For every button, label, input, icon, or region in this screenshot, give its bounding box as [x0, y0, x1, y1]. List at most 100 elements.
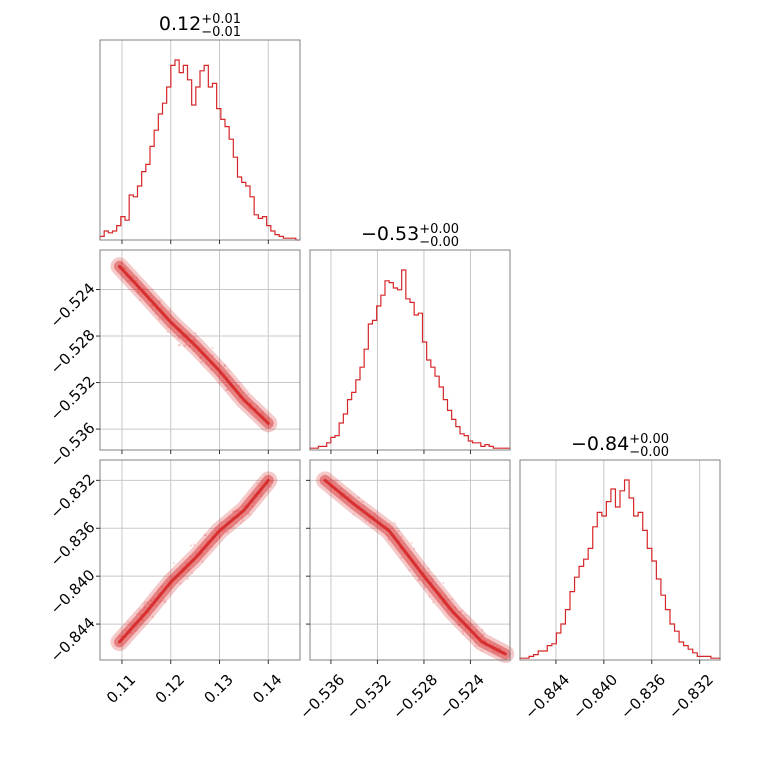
sample-point: [457, 623, 460, 626]
sample-point: [349, 496, 352, 499]
sample-point: [467, 614, 470, 618]
sample-point: [450, 598, 453, 601]
sample-point: [160, 585, 163, 589]
title-plus-error: +0.01: [201, 12, 241, 27]
sample-point: [184, 344, 187, 347]
panel-frame: [519, 459, 721, 661]
sample-point: [154, 312, 157, 315]
sample-point: [128, 279, 131, 283]
sample-point: [248, 513, 251, 516]
sample-point: [199, 356, 202, 359]
density-core: [323, 478, 507, 656]
panel-frame: [99, 39, 301, 241]
x-tick-label: 0.13: [200, 671, 236, 707]
sample-point: [137, 290, 140, 293]
sample-point: [172, 562, 175, 565]
pair-1: [110, 471, 278, 651]
sample-point: [252, 493, 255, 496]
sample-point: [158, 302, 161, 305]
sample-point: [232, 510, 235, 513]
sample-point: [147, 611, 150, 614]
sample-point: [432, 601, 435, 604]
sample-point: [226, 388, 229, 392]
sample-point: [151, 296, 155, 299]
panel-frame: [309, 249, 511, 451]
sample-point: [150, 599, 153, 603]
sample-point: [225, 384, 228, 387]
sample-point: [269, 423, 272, 426]
sample-point: [160, 599, 163, 602]
title-minus-error: −0.01: [201, 25, 241, 40]
param-title-2: −0.84+0.00 −0.00: [571, 432, 669, 460]
sample-point: [227, 516, 231, 519]
sample-point: [224, 372, 227, 376]
sample-point: [482, 633, 485, 636]
sample-point: [480, 635, 483, 638]
sample-point: [233, 510, 236, 513]
sample-point: [199, 356, 202, 359]
sample-point: [204, 350, 207, 354]
sample-point: [241, 391, 245, 394]
sample-point: [270, 480, 273, 483]
y-tick-label: −0.844: [47, 614, 99, 666]
sample-point: [461, 632, 465, 635]
sample-point: [178, 344, 181, 347]
sample-point: [410, 541, 413, 544]
sample-point: [189, 544, 192, 547]
sample-point: [261, 481, 264, 484]
sample-point: [447, 598, 450, 601]
sample-point: [235, 521, 238, 524]
title-plus-error: +0.00: [419, 222, 459, 237]
sample-point: [188, 333, 191, 337]
sample-point: [269, 485, 272, 488]
sample-point: [235, 510, 238, 513]
y-tick-label: −0.532: [47, 372, 99, 424]
sample-point: [158, 600, 161, 604]
sample-point: [476, 630, 479, 633]
sample-point: [139, 613, 142, 616]
sample-point: [340, 496, 344, 500]
sample-point: [186, 577, 190, 581]
sample-point: [188, 345, 191, 348]
sample-point: [152, 597, 156, 600]
sample-point: [201, 560, 204, 563]
title-minus-error: −0.00: [629, 445, 669, 460]
sample-point: [340, 487, 343, 490]
sample-point: [446, 608, 450, 611]
sample-point: [192, 339, 195, 342]
sample-point: [259, 493, 262, 496]
sample-point: [183, 344, 186, 348]
sample-point: [222, 530, 225, 533]
sample-point: [259, 495, 263, 498]
sample-point: [193, 339, 197, 342]
histogram-2: [519, 479, 721, 660]
sample-point: [161, 585, 164, 588]
sample-point: [442, 581, 445, 584]
sample-point: [361, 500, 364, 504]
sample-point: [205, 548, 209, 551]
sample-point: [463, 619, 466, 622]
sample-point: [471, 636, 474, 639]
density-core: [118, 264, 270, 425]
x-tick-label: −0.536: [296, 671, 348, 723]
sample-point: [202, 348, 205, 351]
sample-point: [424, 585, 427, 589]
y-tick-label: −0.836: [47, 518, 99, 570]
sample-point: [458, 623, 461, 627]
sample-point: [458, 611, 462, 614]
sample-point: [429, 577, 432, 580]
x-tick-label: 0.11: [103, 671, 139, 707]
gridlines: [121, 40, 269, 240]
sample-point: [134, 629, 138, 633]
sample-point: [154, 604, 158, 607]
pair-0: [110, 257, 278, 433]
sample-point: [413, 547, 416, 550]
sample-point: [368, 519, 371, 522]
sample-point: [360, 512, 363, 515]
sample-point: [208, 354, 211, 357]
sample-point: [190, 571, 194, 575]
sample-point: [441, 602, 444, 605]
sample-point: [416, 561, 419, 564]
x-tick-label: −0.832: [665, 671, 717, 723]
